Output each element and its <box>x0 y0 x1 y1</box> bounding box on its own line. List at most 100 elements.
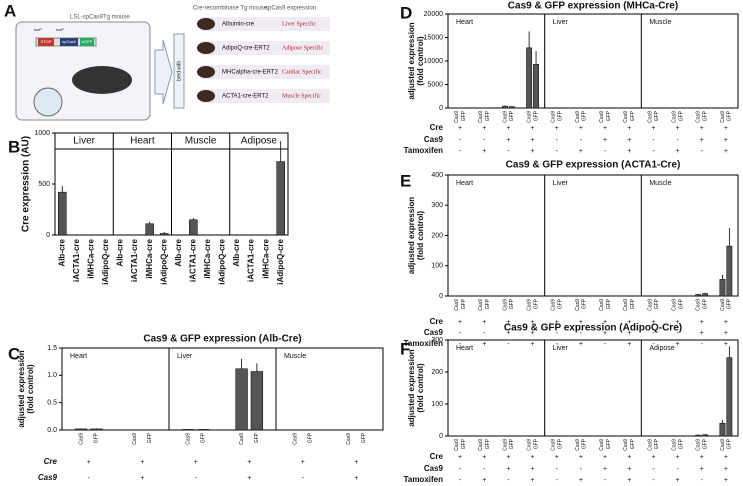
bar-label: GFP <box>558 110 564 121</box>
bar-label: GFP <box>558 298 564 309</box>
condition-value: + <box>627 330 631 337</box>
bar-label: Cas9 <box>132 433 138 445</box>
condition-value: - <box>701 341 704 348</box>
bar-label: Cas9 <box>551 111 557 123</box>
x-tick-label: iMHCa-cre <box>145 238 154 278</box>
facet-label: Heart <box>70 353 87 360</box>
bar <box>702 293 709 297</box>
y-axis-label: adjusted expression <box>17 350 26 427</box>
y-tick-label: 0 <box>439 105 443 112</box>
mouse-icon <box>197 18 215 30</box>
bar <box>276 161 285 236</box>
condition-value: + <box>531 125 535 132</box>
x-tick-label: Alb-cre <box>174 238 183 266</box>
condition-value: + <box>531 341 535 348</box>
bar-label: Cas9 <box>454 439 460 451</box>
condition-value: + <box>458 454 462 461</box>
condition-value: + <box>531 330 535 337</box>
bar-label: GFP <box>606 110 612 121</box>
facet-label: Adipose <box>241 136 278 147</box>
condition-value: + <box>627 454 631 461</box>
condition-value: - <box>459 137 462 144</box>
bar <box>726 357 733 437</box>
y-tick-label: 1.0 <box>47 372 57 379</box>
condition-value: + <box>579 454 583 461</box>
bar-label: Cas9 <box>575 439 581 451</box>
bar-label: Cas9 <box>720 439 726 451</box>
facet-label: Muscle <box>649 180 671 187</box>
row-band <box>200 89 330 103</box>
bar-label: GFP <box>308 432 314 443</box>
condition-value: - <box>556 148 559 155</box>
bar-label: Cas9 <box>696 299 702 311</box>
condition-value: - <box>483 330 486 337</box>
bar-label: GFP <box>630 298 636 309</box>
condition-value: + <box>531 454 535 461</box>
condition-value: - <box>652 148 655 155</box>
condition-value: + <box>700 330 704 337</box>
y-tick-label: 100 <box>431 401 443 408</box>
y-tick-label: 1000 <box>34 130 50 137</box>
bar-label: GFP <box>533 110 539 121</box>
condition-value: + <box>531 319 535 326</box>
plot-frame <box>447 13 739 109</box>
y-axis-label: adjusted expression <box>407 22 416 99</box>
bar-label: Cas9 <box>454 299 460 311</box>
y-tick-label: 0 <box>439 293 443 300</box>
x-tick-label: iAdipoQ-cre <box>218 238 227 284</box>
condition-label: Cre <box>430 452 444 461</box>
condition-value: + <box>555 319 559 326</box>
bar-label: GFP <box>582 298 588 309</box>
condition-value: + <box>482 341 486 348</box>
condition-value: + <box>354 475 358 482</box>
y-tick-label: 10000 <box>424 58 444 65</box>
bar-label: Cas9 <box>671 299 677 311</box>
label: eGFP <box>82 39 93 44</box>
bar-label: Cas9 <box>575 111 581 123</box>
y-tick-label: 15000 <box>424 34 444 41</box>
condition-value: + <box>247 475 251 482</box>
condition-label: Tamoxifen <box>404 146 444 155</box>
condition-value: + <box>627 137 631 144</box>
y-tick-label: 200 <box>431 369 443 376</box>
x-tick-label: Alb-cre <box>232 238 241 266</box>
bar-label: GFP <box>654 438 660 449</box>
condition-value: + <box>506 319 510 326</box>
rows: Albumin-cre Liver Specific AdipoQ-cre-ERT2… <box>197 17 330 103</box>
x-tick-label: iACTA1-cre <box>247 238 256 282</box>
facet-label: Heart <box>130 136 155 147</box>
bar <box>58 191 67 236</box>
condition-value: + <box>482 477 486 484</box>
condition-value: - <box>701 477 704 484</box>
facet-label: Muscle <box>284 353 306 360</box>
facet-label: Muscle <box>185 136 217 147</box>
bar-label: Cas9 <box>623 299 629 311</box>
condition-value: - <box>507 477 510 484</box>
bar-label: GFP <box>254 432 260 443</box>
condition-value: - <box>652 477 655 484</box>
condition-value: - <box>507 148 510 155</box>
condition-value: - <box>652 137 655 144</box>
condition-value: + <box>724 137 728 144</box>
bar-label: GFP <box>533 438 539 449</box>
condition-value: - <box>556 137 559 144</box>
condition-value: + <box>724 330 728 337</box>
y-tick-label: 200 <box>431 232 443 239</box>
facet-label: Adipose <box>649 345 674 352</box>
condition-value: - <box>195 475 198 482</box>
condition-value: + <box>627 466 631 473</box>
condition-value: + <box>724 125 728 132</box>
bar <box>189 219 198 236</box>
x-tick-label: Alb-cre <box>57 238 66 266</box>
bar-label: Cas9 <box>239 433 245 445</box>
label: LSL-spCas9Tg mouse <box>70 15 130 21</box>
bar-label: GFP <box>509 298 515 309</box>
bar-label: Cas9 <box>671 111 677 123</box>
bar-label: GFP <box>558 438 564 449</box>
bar <box>145 223 154 236</box>
bar <box>533 64 539 109</box>
panel-letter: C <box>8 344 20 363</box>
bar-label: GFP <box>509 438 515 449</box>
facet-label: Heart <box>456 19 473 26</box>
bar-label: GFP <box>201 432 207 443</box>
